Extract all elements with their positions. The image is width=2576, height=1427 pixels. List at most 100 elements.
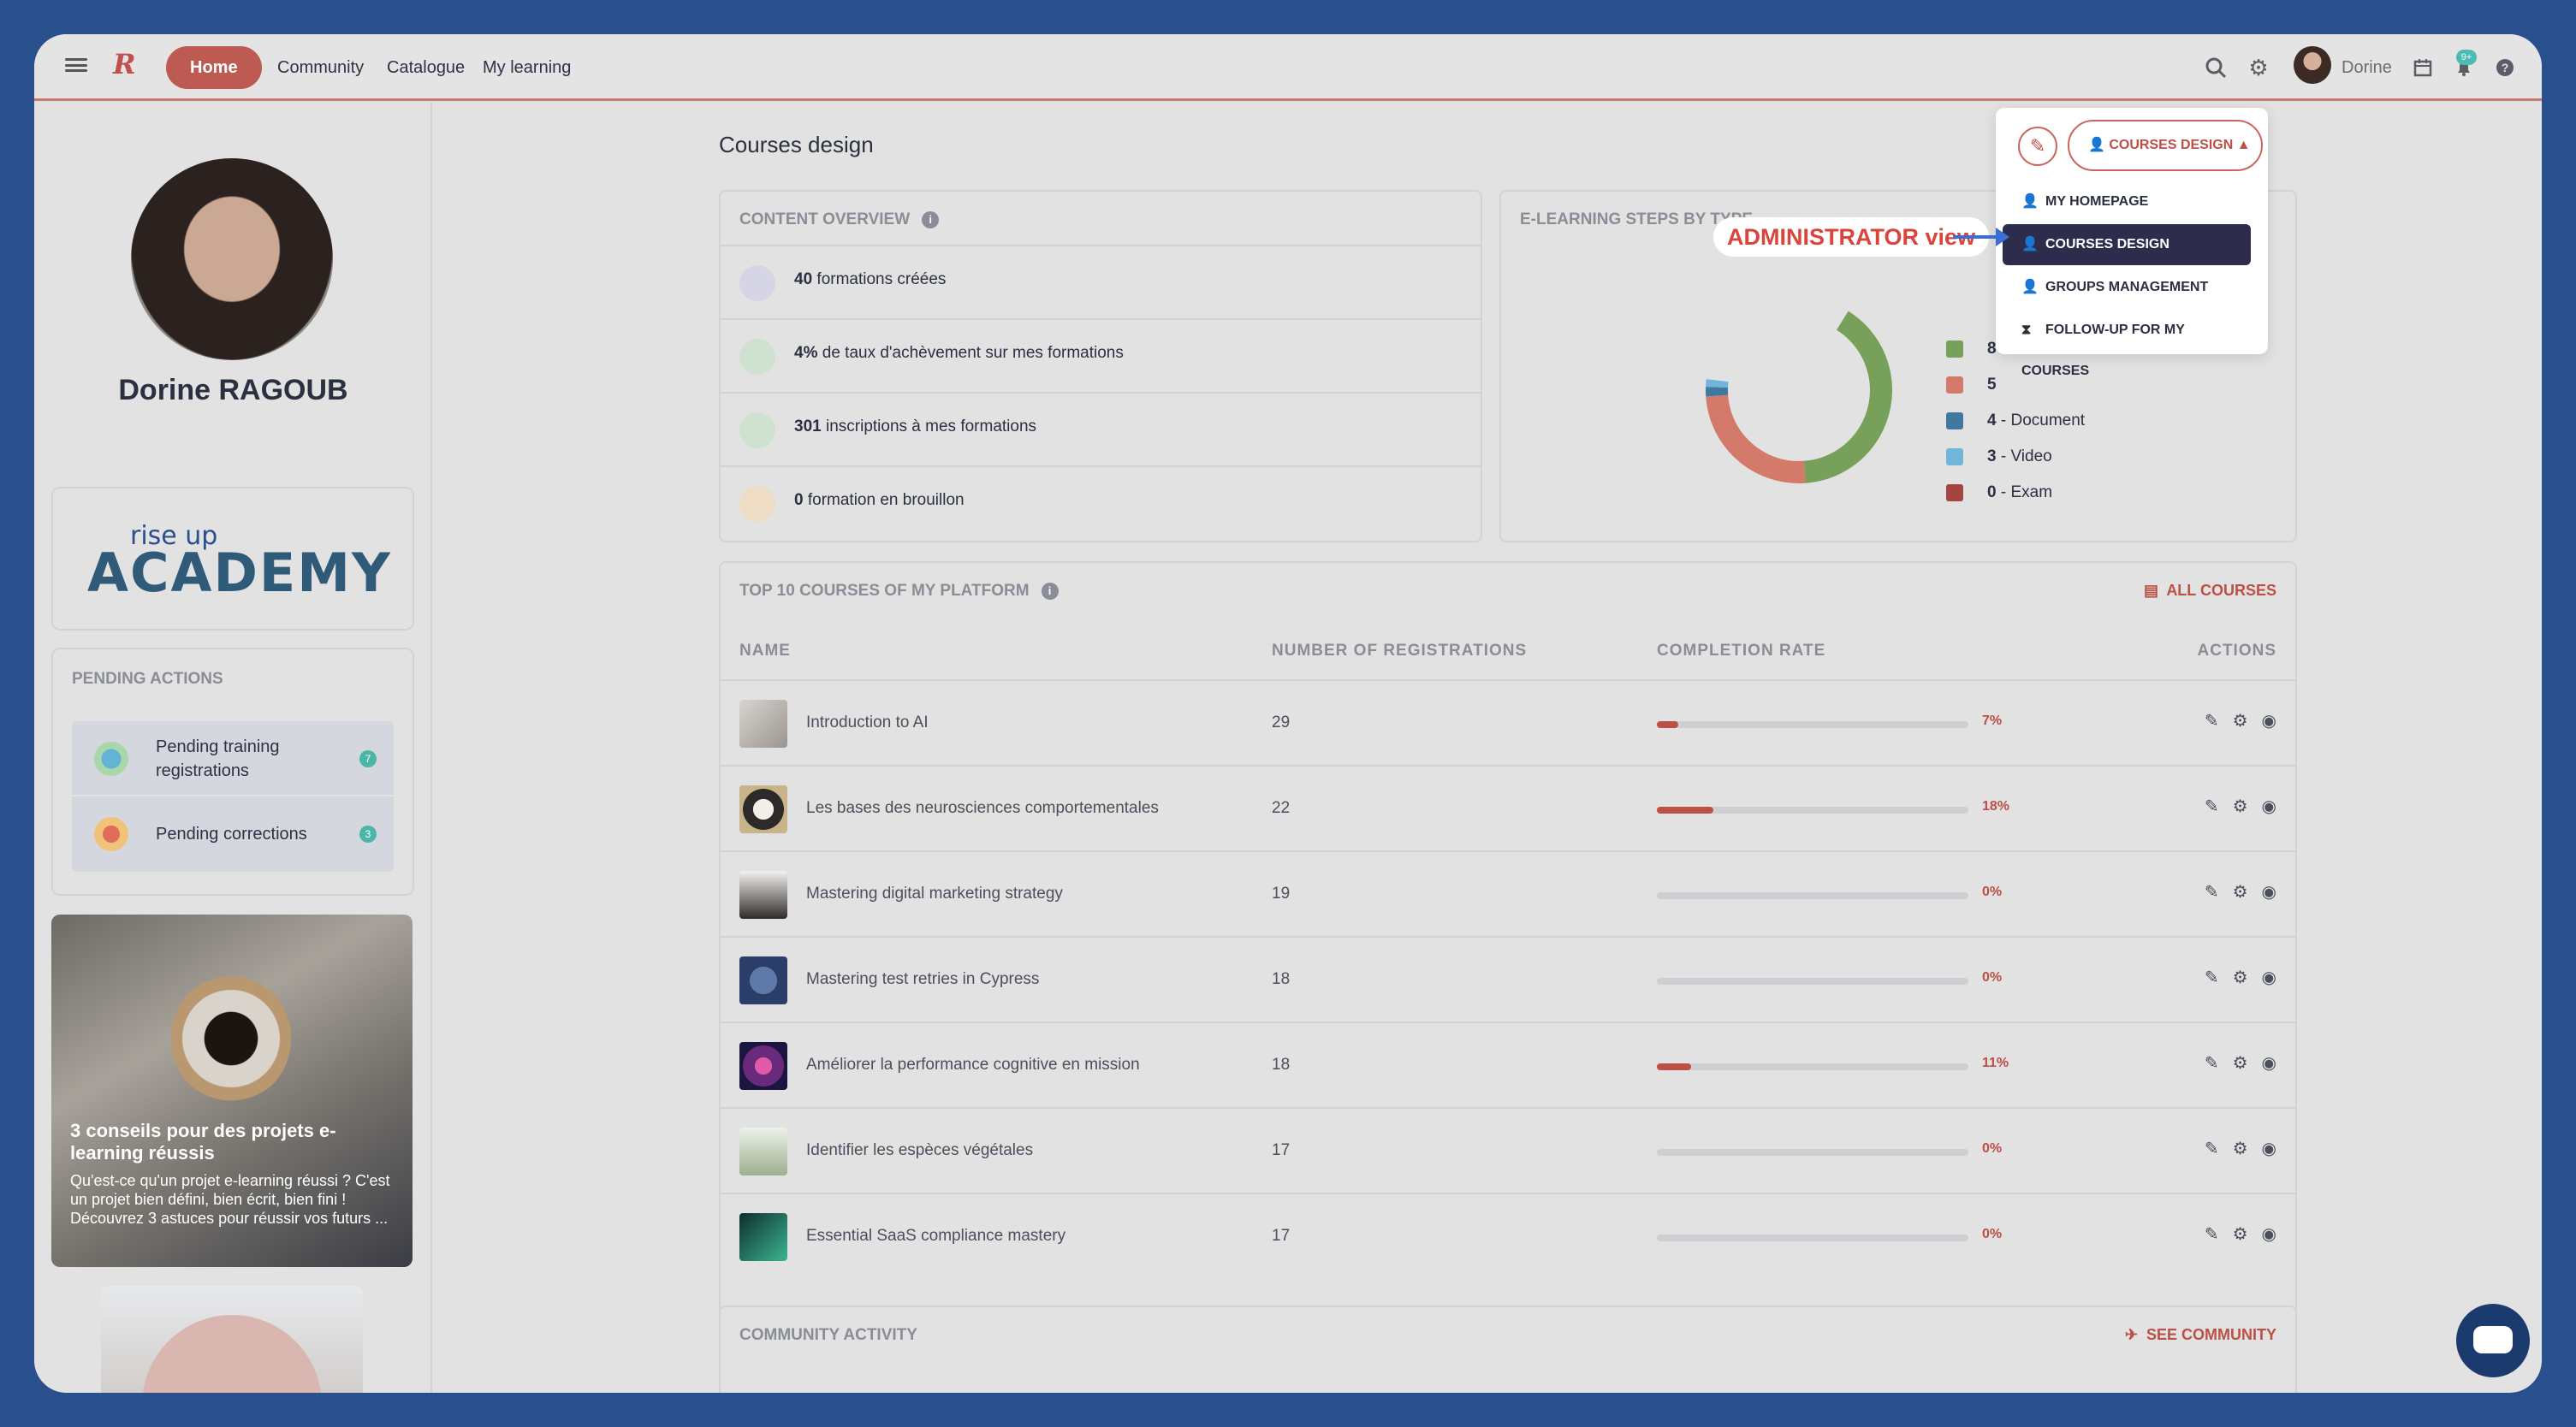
completion-percent: 0% [1982, 1141, 2003, 1156]
completion-percent: 0% [1982, 885, 2003, 899]
blog-article-card[interactable]: 3 conseils pour des projets e-learning r… [51, 915, 413, 1267]
pending-corrections[interactable]: Pending corrections 3 [72, 796, 394, 872]
gear-icon[interactable]: ⚙ [2232, 1054, 2248, 1073]
table-row[interactable]: Les bases des neurosciences comportement… [721, 765, 2295, 850]
menu-item-my-homepage[interactable]: 👤 MY HOMEPAGE [2003, 181, 2251, 222]
user-icon: 👤 [2021, 237, 2039, 252]
view-select[interactable]: 👤 COURSES DESIGN ▲ [2068, 120, 2263, 171]
gear-icon[interactable]: ⚙ [2232, 712, 2248, 731]
edit-icon[interactable]: ✎ [2018, 127, 2057, 166]
course-thumbnail[interactable] [739, 956, 787, 1004]
completion-bar [1657, 807, 1968, 814]
steps-donut-chart [1706, 297, 1892, 483]
nav-home-button[interactable]: Home [166, 46, 262, 89]
blog-excerpt: Qu'est-ce qu'un projet e-learning réussi… [70, 1172, 390, 1227]
gear-icon[interactable]: ⚙ [2232, 883, 2248, 902]
overview-row: 40 formations créées [721, 245, 1481, 318]
course-registrations: 17 [1272, 1141, 1291, 1159]
eye-icon[interactable]: ◉ [2261, 797, 2276, 816]
course-name[interactable]: Introduction to AI [806, 714, 929, 731]
eye-icon[interactable]: ◉ [2261, 712, 2276, 731]
sun-illustration [142, 1315, 322, 1393]
user-name[interactable]: Dorine [2342, 58, 2392, 77]
top-courses-title: TOP 10 COURSES OF MY PLATFORM i [739, 582, 1059, 601]
edit-icon[interactable]: ✎ [2204, 883, 2219, 902]
search-icon[interactable] [2201, 53, 2230, 82]
draft-icon [739, 486, 775, 522]
edit-icon[interactable]: ✎ [2204, 1054, 2219, 1073]
nav-my-learning-link[interactable]: My learning [483, 58, 572, 77]
eye-icon[interactable]: ◉ [2261, 883, 2276, 902]
course-name[interactable]: Mastering digital marketing strategy [806, 885, 1063, 903]
column-header-actions: ACTIONS [2197, 642, 2276, 660]
table-row[interactable]: Introduction to AI 29 7% ✎ ⚙ ◉ [721, 679, 2295, 765]
table-row[interactable]: Mastering digital marketing strategy 19 … [721, 850, 2295, 936]
completion-percent: 18% [1982, 799, 2010, 814]
pending-actions-list: Pending training registrations 7 Pending… [72, 721, 394, 872]
info-icon[interactable]: i [1041, 582, 1059, 600]
gear-icon[interactable]: ⚙ [2232, 797, 2248, 816]
course-thumbnail[interactable] [739, 785, 787, 833]
edit-icon[interactable]: ✎ [2204, 1225, 2219, 1244]
edit-icon[interactable]: ✎ [2204, 968, 2219, 987]
top-courses-panel: TOP 10 COURSES OF MY PLATFORM i ▤ ALL COU… [719, 561, 2297, 1321]
table-row[interactable]: Essential SaaS compliance mastery 17 0% … [721, 1193, 2295, 1278]
help-icon[interactable]: ? [2490, 53, 2520, 82]
hourglass-icon: ⧗ [2021, 323, 2032, 337]
menu-icon[interactable] [65, 55, 87, 75]
course-name[interactable]: Améliorer la performance cognitive en mi… [806, 1056, 1140, 1074]
nav-catalogue-link[interactable]: Catalogue [387, 58, 466, 77]
edit-icon[interactable]: ✎ [2204, 712, 2219, 731]
academy-logo-small: rise up [130, 521, 218, 551]
calendar-icon[interactable] [2408, 53, 2437, 82]
user-avatar[interactable] [2294, 46, 2331, 84]
column-header-completion: COMPLETION RATE [1657, 642, 1826, 660]
gear-icon[interactable]: ⚙ [2232, 968, 2248, 987]
completion-fill [1657, 721, 1679, 728]
chat-button[interactable] [2456, 1304, 2530, 1377]
course-name[interactable]: Essential SaaS compliance mastery [806, 1227, 1066, 1245]
table-row[interactable]: Améliorer la performance cognitive en mi… [721, 1021, 2295, 1107]
table-row[interactable]: Mastering test retries in Cypress 18 0% … [721, 936, 2295, 1021]
course-thumbnail[interactable] [739, 1213, 787, 1261]
row-actions: ✎ ⚙ ◉ [2205, 881, 2276, 903]
pending-count-badge: 3 [359, 826, 377, 843]
eye-icon[interactable]: ◉ [2261, 1140, 2276, 1158]
edit-icon[interactable]: ✎ [2204, 797, 2219, 816]
all-courses-link[interactable]: ▤ ALL COURSES [2143, 582, 2276, 599]
info-icon[interactable]: i [922, 210, 940, 228]
legend-item: 5 [1946, 375, 1997, 395]
eye-icon[interactable]: ◉ [2261, 1225, 2276, 1244]
svg-text:?: ? [2502, 61, 2509, 74]
promo-thumbnail[interactable] [101, 1286, 363, 1393]
course-thumbnail[interactable] [739, 1042, 787, 1090]
menu-item-courses-design[interactable]: 👤 COURSES DESIGN [2003, 224, 2251, 265]
course-thumbnail[interactable] [739, 871, 787, 919]
course-name[interactable]: Les bases des neurosciences comportement… [806, 799, 1159, 817]
menu-item-groups-management[interactable]: 👤 GROUPS MANAGEMENT [2003, 267, 2251, 308]
pending-count-badge: 7 [359, 750, 377, 767]
eye-icon[interactable]: ◉ [2261, 1054, 2276, 1073]
nav-community-link[interactable]: Community [277, 58, 365, 77]
table-row[interactable]: Identifier les espèces végétales 17 0% ✎… [721, 1107, 2295, 1193]
eye-icon[interactable]: ◉ [2261, 968, 2276, 987]
course-name[interactable]: Identifier les espèces végétales [806, 1141, 1034, 1159]
completion-bar [1657, 1235, 1968, 1241]
app-logo[interactable]: R [113, 48, 136, 80]
course-name[interactable]: Mastering test retries in Cypress [806, 970, 1040, 988]
donut-segment-video [1706, 297, 1892, 483]
settings-icon[interactable]: ⚙ [2248, 54, 2269, 80]
course-thumbnail[interactable] [739, 700, 787, 748]
row-actions: ✎ ⚙ ◉ [2205, 796, 2276, 817]
gear-icon[interactable]: ⚙ [2232, 1225, 2248, 1244]
pending-training-registrations[interactable]: Pending training registrations 7 [72, 721, 394, 796]
legend-swatch [1946, 340, 1963, 358]
see-community-link[interactable]: ✈ SEE COMMUNITY [2124, 1326, 2276, 1343]
gear-icon[interactable]: ⚙ [2232, 1140, 2248, 1158]
menu-item-follow-up[interactable]: ⧗ FOLLOW-UP FOR MY COURSES [2003, 310, 2251, 378]
legend-swatch [1946, 447, 1963, 465]
content-overview-title: CONTENT OVERVIEW i [739, 210, 940, 229]
edit-icon[interactable]: ✎ [2204, 1140, 2219, 1158]
course-thumbnail[interactable] [739, 1128, 787, 1175]
donut-segment-document [1706, 297, 1892, 483]
